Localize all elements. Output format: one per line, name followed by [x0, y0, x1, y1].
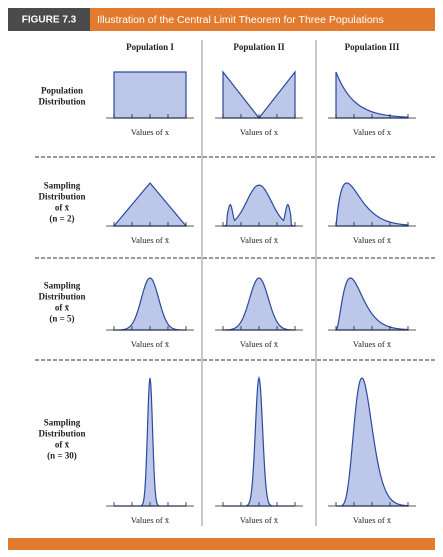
distribution-curve	[222, 184, 296, 227]
axis-label: Values of x̄	[131, 515, 170, 525]
distribution-curve	[113, 71, 187, 119]
axis-label: Values of x̄	[240, 515, 279, 525]
distribution-curve	[112, 182, 188, 227]
title-bar	[8, 8, 435, 31]
distribution-curve	[113, 277, 187, 331]
axis-label: Values of x	[131, 127, 170, 137]
row-label: of x̄	[55, 440, 70, 450]
row-label: of x̄	[55, 203, 70, 213]
figure-label: FIGURE 7.3	[22, 15, 77, 26]
row-label: Distribution	[38, 192, 85, 202]
row-label: Sampling	[44, 181, 81, 191]
row-label: (n = 2)	[49, 214, 74, 224]
column-header: Population III	[345, 42, 400, 52]
axis-label: Values of x̄	[353, 339, 392, 349]
axis-label: Values of x	[240, 127, 279, 137]
distribution-curve	[334, 277, 409, 331]
row-label: (n = 30)	[47, 451, 77, 461]
row-label: of x̄	[55, 303, 70, 313]
bottom-bar	[8, 538, 435, 550]
distribution-curve	[335, 71, 409, 119]
row-label: Population	[41, 86, 83, 96]
axis-label: Values of x̄	[353, 235, 392, 245]
row-label: Distribution	[38, 429, 85, 439]
distribution-curve	[114, 377, 186, 507]
axis-label: Values of x̄	[131, 235, 170, 245]
axis-label: Values of x̄	[240, 235, 279, 245]
figure-label-box	[8, 8, 90, 31]
axis-label: Values of x̄	[353, 515, 392, 525]
row-label: Distribution	[38, 292, 85, 302]
column-header: Population II	[233, 42, 285, 52]
distribution-curve	[222, 70, 296, 119]
row-label: Distribution	[38, 97, 85, 107]
axis-label: Values of x̄	[131, 339, 170, 349]
distribution-curve	[223, 375, 295, 507]
row-label: Sampling	[44, 418, 81, 428]
row-label: Sampling	[44, 281, 81, 291]
distribution-curve	[336, 377, 409, 507]
figure-title: Illustration of the Central Limit Theore…	[97, 14, 384, 26]
column-header: Population I	[126, 42, 174, 52]
axis-label: Values of x̄	[240, 339, 279, 349]
axis-label: Values of x	[353, 127, 392, 137]
distribution-curve	[335, 182, 409, 227]
distribution-curve	[222, 277, 296, 331]
row-label: (n = 5)	[49, 314, 74, 324]
